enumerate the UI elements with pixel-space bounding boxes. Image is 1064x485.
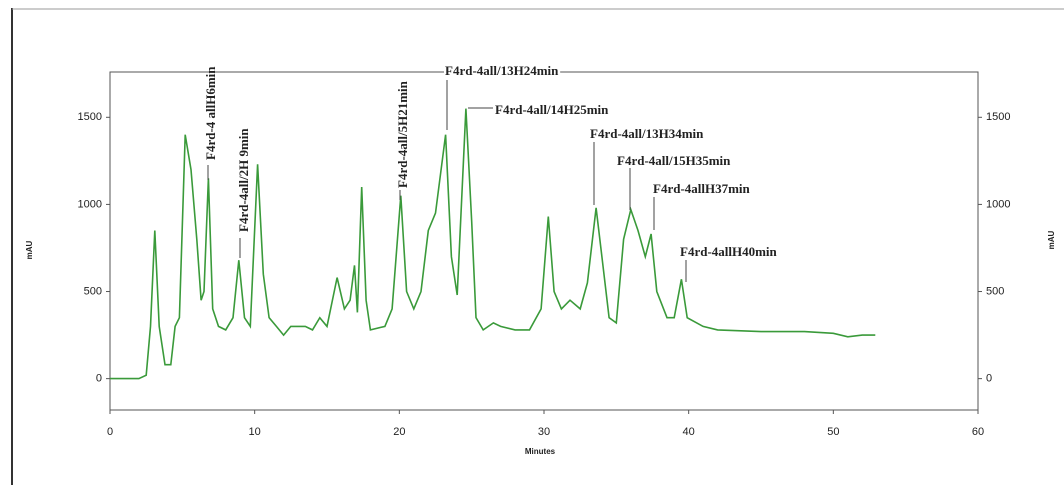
y2-tick-label: 1000 — [986, 198, 1010, 210]
annotation: F4rd-4all/13H34min — [590, 126, 704, 141]
annotation: F4rd-4all/14H25min — [495, 102, 609, 117]
annotation: F4rd-4allH37min — [653, 181, 751, 196]
annotation: F4rd-4allH40min — [680, 244, 778, 259]
annotation: F4rd-4all/15H35min — [617, 153, 731, 168]
x-tick-label: 0 — [107, 426, 113, 438]
y-tick-label: 500 — [84, 285, 102, 297]
annotation: F4rd-4 allH6min — [203, 66, 218, 160]
annotation-bg — [679, 243, 779, 259]
x-axis-label: Minutes — [525, 447, 556, 456]
y2-axis-label: mAU — [1047, 230, 1056, 249]
x-tick-label: 40 — [683, 426, 695, 438]
x-tick-label: 10 — [249, 426, 261, 438]
y-tick-label: 1000 — [78, 198, 102, 210]
y-tick-label: 1500 — [78, 111, 102, 123]
y2-tick-label: 500 — [986, 285, 1004, 297]
y-axis-label: mAU — [25, 240, 34, 259]
annotation: F4rd-4all/2H 9min — [236, 128, 251, 232]
y2-tick-label: 1500 — [986, 111, 1010, 123]
x-tick-label: 30 — [538, 426, 550, 438]
x-tick-label: 20 — [393, 426, 405, 438]
trace — [110, 108, 876, 380]
annotation-bg — [652, 180, 752, 196]
y2-tick-label: 0 — [986, 373, 992, 385]
annotation-bg — [494, 101, 611, 117]
annotation-bg — [589, 125, 706, 141]
annotation: F4rd-4all/13H24min — [445, 63, 559, 78]
annotation-bg — [616, 152, 733, 168]
x-tick-label: 50 — [827, 426, 839, 438]
x-tick-label: 60 — [972, 426, 984, 438]
y-tick-label: 0 — [96, 373, 102, 385]
annotation-bg — [444, 62, 561, 78]
annotation: F4rd-4all/5H21min — [395, 80, 410, 188]
